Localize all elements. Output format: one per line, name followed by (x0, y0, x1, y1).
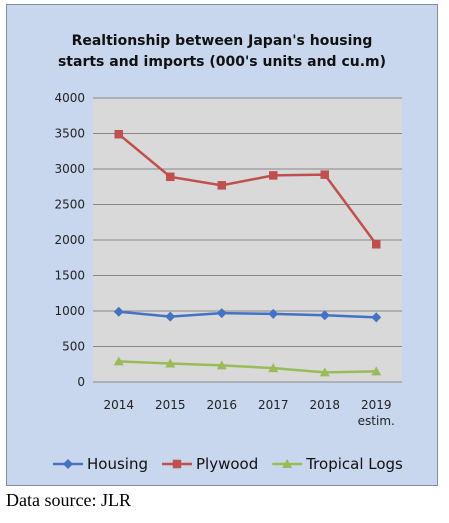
legend-label: Housing (87, 455, 148, 473)
series-plywood (114, 129, 381, 249)
data-point (114, 129, 123, 139)
legend-item: Housing (53, 455, 148, 473)
x-tick-label: 2015 (155, 398, 186, 412)
data-point (372, 240, 381, 249)
legend-marker (63, 459, 73, 469)
y-tick-label: 0 (77, 375, 85, 389)
data-point (217, 181, 226, 190)
gridlines (93, 97, 402, 383)
data-point (371, 366, 382, 376)
chart-frame: Realtionship between Japan's housing sta… (6, 4, 438, 486)
data-point (166, 172, 175, 182)
data-point (319, 310, 330, 321)
x-tick-label: 2019 (361, 398, 392, 412)
y-tick-label: 4000 (54, 91, 85, 105)
data-point (268, 363, 279, 373)
y-tick-label: 1000 (54, 304, 85, 318)
chart-title-line-1: Realtionship between Japan's housing (72, 33, 373, 49)
y-tick-label: 3000 (54, 162, 85, 176)
series-housing (113, 306, 382, 323)
legend-marker (282, 459, 293, 468)
series-line (118, 360, 377, 374)
data-point (216, 360, 227, 370)
data-point (165, 358, 176, 368)
data-source-note: Data source: JLR (6, 490, 131, 510)
x-tick-label: 2016 (206, 398, 237, 412)
y-tick-label: 2000 (54, 233, 85, 247)
x-tick-label: 2018 (309, 398, 340, 412)
line-chart: Realtionship between Japan's housing sta… (53, 33, 403, 473)
y-tick-label: 3500 (54, 127, 85, 141)
legend-item: Tropical Logs (272, 455, 403, 473)
series-tropical-logs (113, 356, 382, 377)
legend-label: Tropical Logs (305, 455, 403, 473)
series-line (117, 133, 378, 246)
x-tick-label: 2017 (258, 398, 289, 412)
data-point (113, 356, 124, 366)
data-point (268, 308, 279, 319)
x-tick-label: 2014 (103, 398, 134, 412)
y-tick-label: 500 (62, 340, 85, 354)
data-point (319, 367, 330, 377)
x-axis-ticks: 2014 2015 2016 2017 2018 2019 estim. (103, 398, 394, 428)
x-tick-label: estim. (358, 414, 395, 428)
y-tick-label: 2500 (54, 198, 85, 212)
legend: Housing Plywood Tropical Logs (53, 455, 403, 473)
data-point (113, 306, 124, 317)
y-axis-ticks: 0 500 1000 1500 2000 2500 3000 3500 4000 (54, 91, 85, 389)
series-layer (113, 129, 382, 377)
data-point (320, 170, 329, 179)
chart-title-line-2: starts and imports (000's units and cu.m… (58, 54, 386, 70)
data-point (216, 308, 227, 319)
legend-marker (172, 459, 182, 469)
data-point (371, 312, 382, 323)
series-line (118, 310, 377, 319)
data-point (165, 311, 176, 322)
legend-item: Plywood (161, 455, 258, 473)
data-point (269, 171, 278, 180)
y-tick-label: 1500 (54, 269, 85, 283)
legend-label: Plywood (196, 455, 258, 473)
